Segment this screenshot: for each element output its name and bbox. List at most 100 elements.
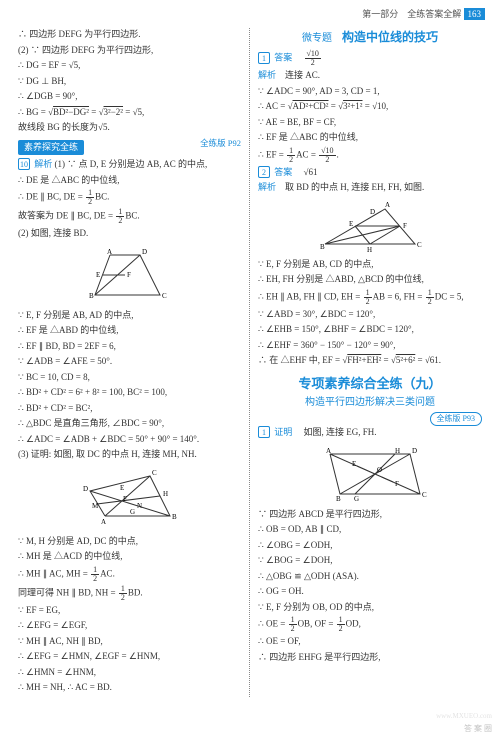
frag: =: [89, 107, 99, 117]
answer-label: 答案: [274, 53, 292, 63]
figure-trapezoid: AD BC EF: [85, 245, 175, 305]
analysis-label: 解析: [258, 70, 276, 80]
special-subtitle: 构造平行四边形解决三类问题: [258, 395, 482, 410]
text-line: ∴ OB = OD, AB ∥ CD,: [258, 523, 482, 537]
micro-subtitle: 构造中位线的技巧: [342, 30, 438, 44]
q1-ans: 1 答案 √102: [258, 50, 482, 67]
micro-topic-header: 微专题 构造中位线的技巧: [258, 28, 482, 46]
frag: AC.: [100, 568, 115, 578]
svg-text:H: H: [395, 447, 400, 455]
svg-text:A: A: [101, 518, 106, 526]
frac-d: 2: [426, 298, 434, 306]
svg-text:G: G: [354, 495, 359, 503]
frac-d: 2: [289, 625, 297, 633]
frac-d: 2: [337, 625, 345, 633]
text-line: ∴ ∠EHB = 150°, ∠BHF = ∠BDC = 120°,: [258, 323, 482, 337]
prove-label: 证明: [274, 427, 292, 437]
svg-text:F: F: [123, 495, 127, 503]
text-line: 故线段 BG 的长度为√5.: [18, 121, 241, 135]
text-line: ∴ ∠HMN = ∠HNM,: [18, 666, 241, 680]
svg-text:E: E: [120, 484, 124, 492]
frag: AC =: [296, 149, 318, 159]
sqrt: 5²+6²: [396, 355, 415, 365]
frag: 取 BD 的中点 H, 连接 EH, FH, 如图.: [285, 182, 424, 192]
text-line: ∴ EF 是 △ABC 的中位线,: [258, 131, 482, 145]
text-line: ∴ BG = √BD²−DG² = √3²−2² = √5,: [18, 106, 241, 120]
figure-quadrilateral: AB CD MH NE FG: [75, 466, 185, 531]
figure-triangle-ehf: BC AD EF H: [315, 199, 425, 254]
svg-text:E: E: [352, 460, 356, 468]
text-line: ∴ EH, FH 分别是 △ABD, △BCD 的中位线,: [258, 273, 482, 287]
svg-text:F: F: [127, 271, 131, 279]
text-line: ∵ ∠ABD = 30°, ∠BDC = 120°,: [258, 308, 482, 322]
text-line: ∴ DG = EF = √5,: [18, 59, 241, 73]
frag: OD,: [346, 619, 361, 629]
watermark: 答案圈: [464, 723, 494, 735]
svg-text:C: C: [152, 469, 157, 477]
svg-text:H: H: [367, 246, 372, 254]
left-column: ∴ 四边形 DEFG 为平行四边形. (2) ∵ 四边形 DEFG 为平行四边形…: [10, 28, 250, 697]
svg-text:B: B: [320, 243, 325, 251]
frac-d: 2: [91, 575, 99, 583]
text-line: ∵ BC = 10, CD = 8,: [18, 371, 241, 385]
frag: ∴ DE ∥ BC, DE =: [18, 192, 85, 202]
text-line: ∵ M, H 分别是 AD, DC 的中点,: [18, 535, 241, 549]
question-number: 1: [258, 426, 270, 438]
frag: OB, OF =: [298, 619, 336, 629]
svg-text:G: G: [130, 508, 135, 516]
question-number: 10: [18, 158, 30, 170]
svg-text:C: C: [417, 241, 422, 249]
text-line: ∴ 四边形 DEFG 为平行四边形.: [18, 28, 241, 42]
special-title: 专项素养综合全练（九）: [258, 374, 482, 394]
ref-oval: 全练版 P93: [430, 412, 482, 426]
frag: ∴ AC =: [258, 101, 288, 111]
frac-d: 2: [319, 156, 335, 164]
text-line: ∴ AC = √AD²+CD² = √3²+1² = √10,: [258, 100, 482, 114]
text-line: ∴ 在 △EHF 中, EF = √FH²+EH² = √5²+6² = √61…: [258, 354, 482, 368]
text-line: ∴ EF 是 △ABD 的中位线,: [18, 324, 241, 338]
svg-text:D: D: [83, 485, 88, 493]
frag: ∴ EF =: [258, 149, 286, 159]
watermark-url: www.MXUEO.com: [436, 711, 492, 722]
micro-label: 微专题: [302, 33, 332, 44]
frag: = √10,: [363, 101, 389, 111]
svg-text:C: C: [422, 491, 427, 499]
svg-text:N: N: [137, 502, 142, 510]
text-line: ∴ △OBG ≌ △ODH (ASA).: [258, 570, 482, 584]
text-line: ∴ DE ∥ BC, DE = 12BC.: [18, 189, 241, 206]
frag: =: [381, 355, 391, 365]
text-line: ∵ E, F 分别是 AB, CD 的中点,: [258, 258, 482, 272]
analysis-label: 解析: [258, 182, 276, 192]
question-number: 2: [258, 166, 270, 178]
section-tag: 素养探究全练: [18, 140, 84, 156]
sqrt: 3²+1²: [343, 101, 362, 111]
frag: = √5,: [123, 107, 144, 117]
frag: .: [337, 149, 339, 159]
svg-text:C: C: [162, 292, 167, 300]
frag: AB = 6, FH =: [373, 291, 425, 301]
sqrt: AD²+CD²: [293, 101, 329, 111]
frag: DC = 5,: [435, 291, 464, 301]
frag: BC.: [125, 211, 139, 221]
text-line: ∴ ∠EHF = 360° − 150° − 120° = 90°,: [258, 339, 482, 353]
frag: ∴ 在 △EHF 中, EF =: [258, 355, 342, 365]
frac-d: 2: [305, 59, 321, 67]
header-part: 第一部分 全练答案全解: [362, 9, 461, 19]
svg-text:F: F: [403, 222, 407, 230]
text-line: ∵ ∠ADB = ∠AFE = 50°.: [18, 355, 241, 369]
text-line: ∴ ∠ADC = ∠ADB + ∠BDC = 50° + 90° = 140°.: [18, 433, 241, 447]
text-line: ∴ OE = 12OB, OF = 12OD,: [258, 616, 482, 633]
text-line: ∵ 四边形 ABCD 是平行四边形,: [258, 508, 482, 522]
q10-line: 10 解析 (1) ∵ 点 D, E 分别是边 AB, AC 的中点,: [18, 158, 241, 172]
text-line: 解析 取 BD 的中点 H, 连接 EH, FH, 如图.: [258, 181, 482, 195]
frag: (1) ∵ 点 D, E 分别是边 AB, AC 的中点,: [55, 159, 208, 169]
frag: ∴ EH ∥ AB, FH ∥ CD, EH =: [258, 291, 363, 301]
text-line: ∵ E, F 分别是 AB, AD 的中点,: [18, 309, 241, 323]
svg-text:A: A: [385, 201, 390, 209]
text-line: ∴ EF ∥ BD, BD = 2EF = 6,: [18, 340, 241, 354]
frac-d: 2: [116, 217, 124, 225]
q2-ans: 2 答案 √61: [258, 166, 482, 180]
svg-text:B: B: [172, 513, 177, 521]
text-line: ∴ EF = 12AC = √102.: [258, 147, 482, 164]
text-line: 同理可得 NH ∥ BD, NH = 12BD.: [18, 585, 241, 602]
